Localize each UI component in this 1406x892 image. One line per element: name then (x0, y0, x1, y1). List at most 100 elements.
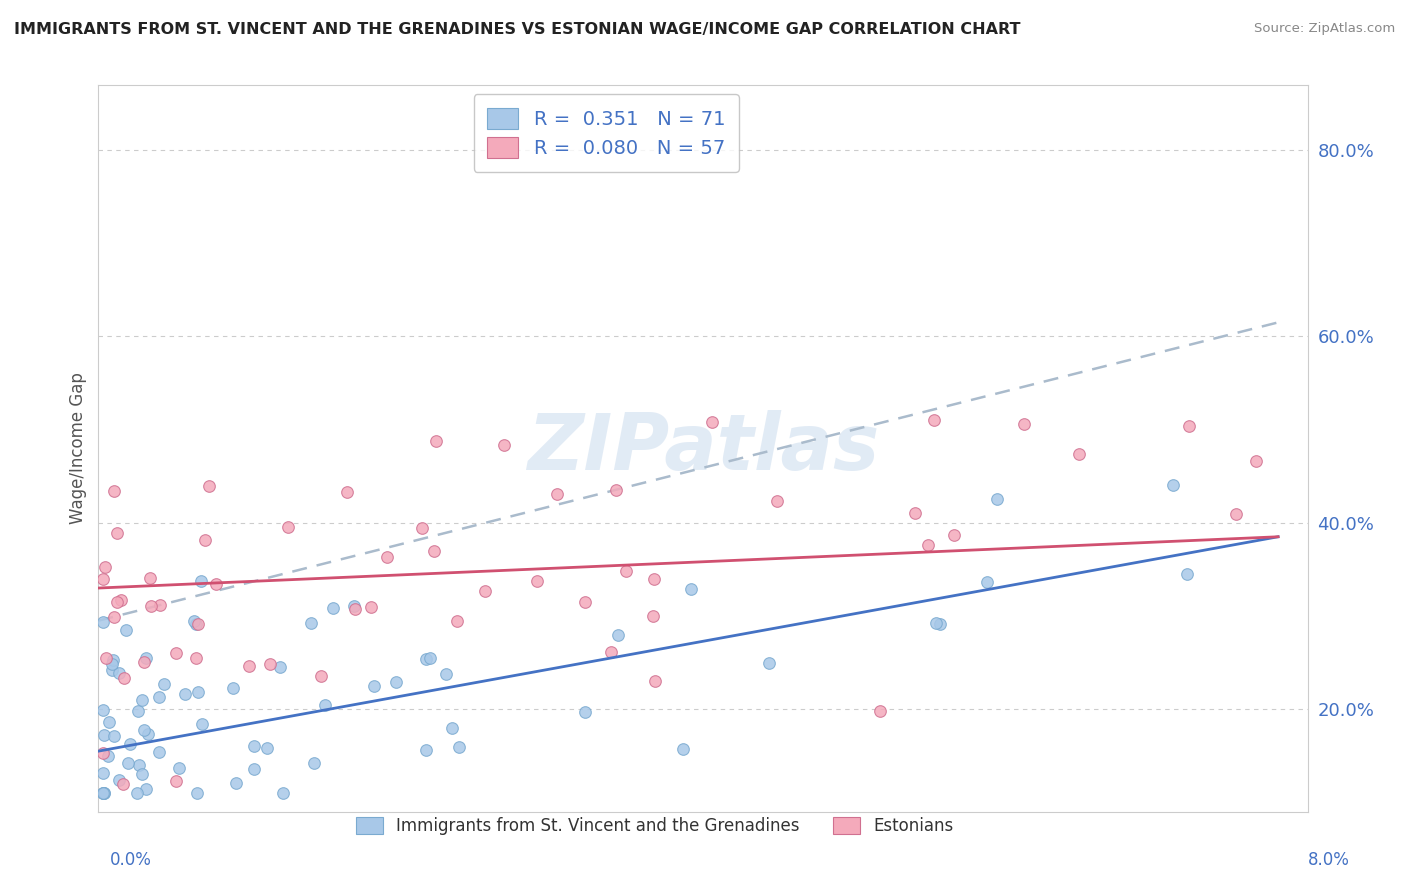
Point (607, 627, 630, 641)
Point (1163, 478, 1185, 492)
Point (641, 608, 664, 623)
Point (132, 655, 155, 669)
Point (138, 571, 160, 585)
Point (103, 483, 125, 498)
Point (492, 438, 515, 452)
Text: 8.0%: 8.0% (1308, 851, 1350, 869)
Point (1244, 454, 1267, 468)
Point (425, 434, 447, 449)
Point (103, 730, 125, 744)
Point (125, 786, 148, 800)
Point (415, 651, 437, 665)
Point (127, 705, 149, 719)
Point (377, 550, 399, 565)
Point (165, 774, 187, 789)
Point (929, 616, 952, 631)
Point (446, 614, 468, 628)
Point (546, 487, 568, 501)
Point (198, 479, 221, 493)
Point (1178, 419, 1201, 434)
Point (415, 743, 437, 757)
Point (131, 766, 153, 780)
Point (101, 663, 124, 677)
Point (169, 762, 191, 776)
Point (986, 491, 1008, 506)
Point (134, 723, 156, 737)
Point (917, 538, 939, 552)
Point (423, 544, 446, 558)
Point (474, 583, 496, 598)
Point (1225, 508, 1247, 522)
Point (105, 526, 128, 541)
Point (904, 507, 927, 521)
Point (243, 739, 266, 753)
Point (115, 623, 138, 637)
Point (94, 650, 117, 665)
Point (186, 786, 208, 800)
Point (385, 675, 408, 690)
Point (225, 776, 247, 790)
Point (111, 777, 134, 791)
Point (91, 786, 114, 800)
Point (191, 717, 214, 731)
Point (434, 667, 457, 681)
Point (243, 762, 266, 776)
Point (108, 666, 131, 681)
Point (131, 692, 153, 706)
Point (600, 645, 623, 659)
Point (98, 715, 121, 730)
Point (135, 650, 157, 665)
Point (108, 772, 131, 787)
Point (765, 494, 787, 508)
Point (149, 598, 172, 612)
Point (136, 727, 159, 741)
Point (1012, 417, 1035, 431)
Point (869, 704, 891, 718)
Point (311, 669, 333, 683)
Point (449, 740, 471, 755)
Point (440, 721, 463, 735)
Point (148, 745, 170, 759)
Point (93, 727, 115, 741)
Point (153, 677, 176, 691)
Point (222, 681, 245, 695)
Point (238, 659, 260, 673)
Point (93, 560, 115, 574)
Point (112, 671, 135, 685)
Point (925, 616, 948, 631)
Point (702, 415, 724, 429)
Point (91, 746, 114, 760)
Point (526, 574, 548, 589)
Point (128, 757, 150, 772)
Point (91, 704, 114, 718)
Point (269, 660, 291, 674)
Point (184, 617, 207, 632)
Point (194, 533, 217, 548)
Point (204, 577, 226, 591)
Point (93, 786, 115, 800)
Text: 0.0%: 0.0% (110, 851, 152, 869)
Point (644, 673, 666, 688)
Point (922, 412, 945, 426)
Point (105, 595, 128, 609)
Point (343, 602, 366, 616)
Point (314, 698, 336, 712)
Point (110, 593, 132, 607)
Point (91, 786, 114, 800)
Point (363, 679, 385, 693)
Point (91, 786, 114, 800)
Point (103, 653, 125, 667)
Point (174, 687, 197, 701)
Text: ZIPatlas: ZIPatlas (527, 410, 879, 486)
Point (614, 565, 637, 579)
Point (672, 741, 695, 756)
Point (574, 595, 596, 609)
Point (184, 651, 207, 665)
Point (91, 765, 114, 780)
Point (259, 657, 281, 672)
Point (976, 574, 998, 589)
Point (419, 651, 441, 665)
Point (148, 690, 170, 705)
Point (277, 520, 299, 534)
Point (411, 521, 433, 535)
